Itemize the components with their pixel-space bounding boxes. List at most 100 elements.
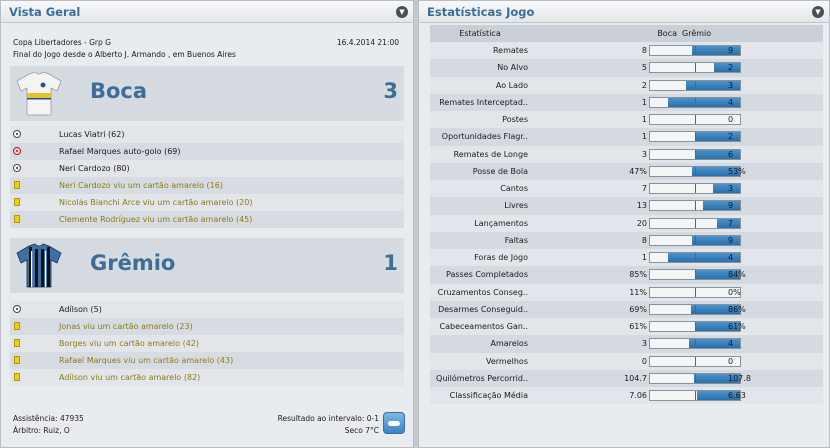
stat-name: Posse de Bola — [472, 166, 528, 176]
overview-header: Vista Geral ▼ — [1, 1, 413, 23]
stat-home-value: 1 — [641, 253, 647, 262]
stat-bar-midline — [695, 218, 696, 228]
stat-row: Cabeceamentos Gan.. 61% 61% — [430, 318, 823, 336]
stat-away-value: 107.8 — [728, 373, 751, 383]
stat-home-value: 20 — [636, 218, 647, 228]
stat-comparison-bar — [649, 390, 741, 401]
stat-bar-midline — [695, 253, 696, 262]
own-goal-ball-icon — [13, 147, 21, 155]
competition-label[interactable]: Copa Libertadores - Grp G — [13, 38, 111, 47]
stat-row: Amarelos 3 4 — [430, 335, 823, 353]
stat-away-fill — [703, 201, 740, 211]
stat-away-fill — [716, 218, 740, 228]
stat-away-fill — [695, 322, 740, 331]
home-team-name[interactable]: Boca — [90, 79, 148, 103]
match-event-text[interactable]: Adílson (5) — [59, 305, 102, 314]
chevron-down-icon[interactable]: ▼ — [396, 6, 408, 18]
match-description: Final do Jogo desde o Alberto J. Armando… — [13, 50, 236, 59]
stat-comparison-bar — [649, 252, 741, 263]
stat-home-value: 3 — [641, 339, 647, 349]
stat-away-fill — [692, 235, 740, 245]
away-team-name[interactable]: Grêmio — [90, 251, 176, 275]
stat-row: Remates 8 9 — [430, 42, 823, 60]
home-kit-icon — [16, 71, 62, 116]
stat-home-value: 8 — [641, 46, 647, 55]
stat-comparison-bar — [649, 79, 741, 91]
stat-bar-midline — [695, 304, 696, 314]
stat-away-fill — [713, 63, 740, 73]
col-stat-header: Estatística — [459, 29, 501, 38]
match-event-text[interactable]: Adílson viu um cartão amarelo (82) — [59, 373, 201, 382]
stat-comparison-bar — [649, 372, 741, 384]
stat-bar-midline — [695, 149, 696, 159]
stat-name: Faltas — [504, 235, 528, 245]
stat-away-value: 9 — [728, 235, 734, 245]
stat-home-value: 1 — [641, 115, 647, 124]
match-event-text[interactable]: Rafael Marques auto-golo (69) — [59, 147, 181, 156]
panel-divider[interactable] — [414, 0, 418, 448]
yellow-card-icon — [14, 373, 20, 381]
match-event-text[interactable]: Borges viu um cartão amarelo (42) — [59, 339, 199, 348]
stat-home-value: 1 — [641, 132, 647, 142]
match-event-row: Borges viu um cartão amarelo (42) — [10, 335, 404, 352]
stat-bar-midline — [695, 46, 696, 55]
match-event-text[interactable]: Neri Cardozo (80) — [59, 164, 130, 173]
stat-bar-midline — [695, 356, 696, 366]
stat-row: Oportunidades Flagr.. 1 2 — [430, 128, 823, 146]
home-team-box[interactable]: Boca 3 — [10, 66, 404, 121]
stat-row: Classificação Média 7.06 6.63 — [430, 387, 823, 405]
stat-row: No Alvo 5 2 — [430, 59, 823, 77]
match-event-row: Jonas viu um cartão amarelo (23) — [10, 318, 404, 335]
match-event-row: Adílson (5) — [10, 301, 404, 318]
stat-comparison-bar — [649, 183, 741, 194]
stat-row: Faltas 8 9 — [430, 231, 823, 249]
stat-name: Remates — [492, 46, 528, 55]
goal-ball-icon — [13, 164, 21, 172]
stat-away-value: 0 — [728, 115, 734, 124]
goal-ball-icon — [13, 305, 21, 313]
stat-name: Cruzamentos Conseg.. — [437, 287, 528, 297]
match-event-text[interactable]: Jonas viu um cartão amarelo (23) — [59, 322, 193, 331]
stat-away-value: 9 — [728, 201, 734, 211]
stat-away-value: 86% — [728, 304, 746, 314]
stat-home-value: 13 — [636, 201, 647, 211]
stat-comparison-bar — [649, 96, 741, 108]
yellow-card-icon — [14, 322, 20, 330]
stat-name: Cabeceamentos Gan.. — [439, 322, 529, 331]
stat-away-value: 61% — [728, 322, 746, 331]
stat-away-value: 84% — [728, 270, 746, 280]
stats-title: Estatísticas Jogo — [427, 5, 535, 19]
stat-name: No Alvo — [497, 63, 528, 73]
stat-away-value: 3 — [728, 80, 734, 90]
weather-cloud-icon — [383, 412, 405, 434]
chevron-down-icon[interactable]: ▼ — [812, 6, 824, 18]
stat-comparison-bar — [649, 45, 741, 56]
stat-comparison-bar — [649, 234, 741, 246]
stat-away-value: 7 — [728, 218, 734, 228]
match-event-text[interactable]: Clemente Rodríguez viu um cartão amarelo… — [59, 215, 253, 224]
match-event-text[interactable]: Nicolás Bianchi Arce viu um cartão amare… — [59, 198, 253, 207]
stat-away-fill — [688, 339, 740, 349]
stat-comparison-bar — [649, 338, 741, 350]
stat-row: Postes 1 0 — [430, 111, 823, 129]
stat-comparison-bar — [649, 62, 741, 74]
stat-away-value: 4 — [728, 339, 734, 349]
match-event-text[interactable]: Neri Cardozo viu um cartão amarelo (16) — [59, 181, 223, 190]
stat-away-value: 9 — [728, 46, 734, 55]
stat-name: Cantos — [500, 184, 528, 193]
stat-name: Passes Completados — [445, 270, 528, 280]
away-team-box[interactable]: Grêmio 1 — [10, 238, 404, 293]
stat-away-value: 2 — [728, 132, 734, 142]
stat-row: Lançamentos 20 7 — [430, 214, 823, 232]
stat-bar-midline — [695, 63, 696, 73]
stat-away-fill — [694, 373, 740, 383]
home-team-score: 3 — [383, 79, 398, 103]
stat-comparison-bar — [649, 114, 741, 125]
stat-name: Remates de Longe — [453, 149, 528, 159]
stat-home-value: 69% — [629, 304, 647, 314]
match-event-text[interactable]: Rafael Marques viu um cartão amarelo (43… — [59, 356, 234, 365]
stat-row: Passes Completados 85% 84% — [430, 266, 823, 284]
referee-label[interactable]: Árbitro: Ruiz, O — [13, 426, 70, 435]
match-event-text[interactable]: Lucas Viatri (62) — [59, 130, 125, 139]
stat-row: Ao Lado 2 3 — [430, 76, 823, 94]
